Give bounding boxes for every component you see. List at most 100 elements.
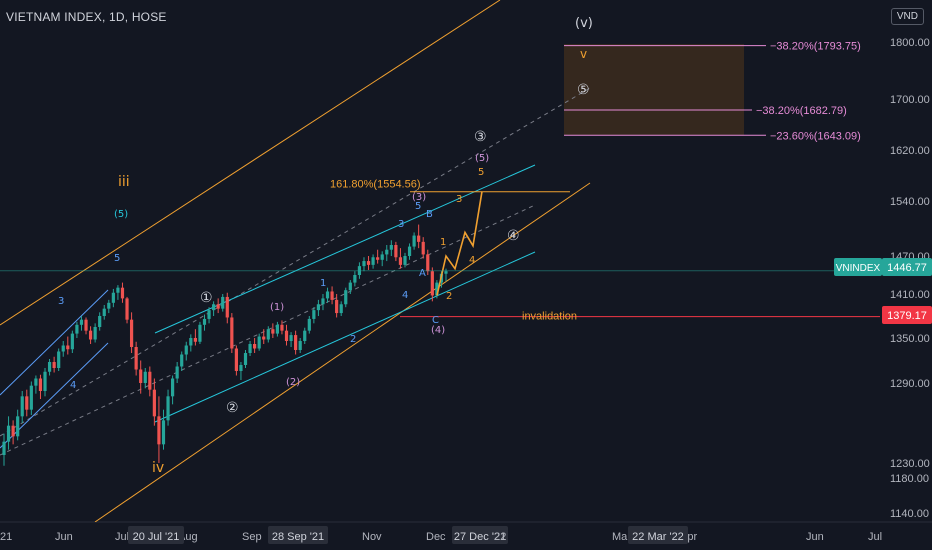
candle-body[interactable]: [325, 291, 330, 299]
candle-body[interactable]: [421, 241, 425, 255]
candle-body[interactable]: [243, 353, 248, 365]
candlestick-series[interactable]: [2, 224, 448, 466]
candle-body[interactable]: [107, 302, 111, 309]
candle-body[interactable]: [362, 261, 366, 267]
candle-body[interactable]: [47, 362, 52, 372]
candle-body[interactable]: [430, 271, 434, 296]
outer-channel-lower[interactable]: [94, 182, 591, 522]
candle-body[interactable]: [303, 330, 307, 341]
candle-body[interactable]: [189, 338, 193, 346]
candle-body[interactable]: [280, 324, 284, 331]
candle-body[interactable]: [371, 257, 375, 265]
candle-body[interactable]: [403, 256, 407, 265]
candle-body[interactable]: [25, 396, 29, 410]
candle-body[interactable]: [312, 310, 316, 319]
candle-body[interactable]: [175, 366, 179, 379]
candle-body[interactable]: [307, 318, 311, 331]
candle-body[interactable]: [202, 318, 207, 325]
candle-body[interactable]: [230, 317, 234, 349]
last-price-tag[interactable]: VNINDEX 1446.77: [834, 258, 932, 276]
candle-body[interactable]: [166, 396, 170, 421]
trend-channels[interactable]: [0, 0, 591, 522]
candle-body[interactable]: [79, 319, 84, 325]
candle-body[interactable]: [275, 324, 280, 334]
candle-body[interactable]: [52, 362, 56, 368]
candle-body[interactable]: [125, 298, 129, 320]
candle-body[interactable]: [57, 351, 61, 369]
candle-body[interactable]: [11, 425, 15, 437]
candle-body[interactable]: [253, 344, 257, 349]
candle-body[interactable]: [139, 369, 143, 384]
candle-body[interactable]: [262, 336, 266, 340]
candle-body[interactable]: [376, 257, 380, 260]
candle-body[interactable]: [111, 292, 115, 303]
candle-body[interactable]: [116, 287, 120, 293]
candle-body[interactable]: [170, 378, 175, 397]
candle-body[interactable]: [184, 345, 188, 355]
candle-body[interactable]: [248, 344, 252, 353]
candle-body[interactable]: [389, 245, 393, 250]
candle-body[interactable]: [289, 335, 293, 341]
candle-body[interactable]: [353, 275, 357, 283]
candle-body[interactable]: [335, 299, 339, 314]
candle-body[interactable]: [207, 310, 211, 319]
candle-body[interactable]: [284, 330, 289, 341]
candle-body[interactable]: [344, 290, 348, 305]
candle-body[interactable]: [16, 416, 20, 437]
candle-body[interactable]: [221, 296, 225, 309]
candle-body[interactable]: [70, 333, 74, 350]
candle-body[interactable]: [385, 249, 389, 255]
candle-body[interactable]: [38, 378, 43, 392]
candle-body[interactable]: [321, 298, 325, 305]
candle-body[interactable]: [193, 338, 197, 342]
candle-body[interactable]: [198, 324, 202, 342]
candle-body[interactable]: [180, 354, 184, 367]
candle-body[interactable]: [102, 308, 106, 316]
candle-body[interactable]: [43, 371, 47, 391]
candle-body[interactable]: [34, 378, 38, 386]
target-zone-box[interactable]: [564, 44, 744, 135]
candle-body[interactable]: [98, 316, 102, 327]
candle-body[interactable]: [2, 441, 6, 455]
candle-body[interactable]: [239, 365, 243, 371]
candle-body[interactable]: [435, 282, 439, 296]
candle-body[interactable]: [66, 345, 70, 350]
candle-body[interactable]: [75, 324, 79, 334]
candle-body[interactable]: [29, 385, 33, 410]
candle-body[interactable]: [161, 420, 166, 445]
projection-path[interactable]: [436, 191, 483, 296]
candle-body[interactable]: [330, 291, 334, 300]
candle-body[interactable]: [234, 348, 238, 372]
cyan-channel-lower[interactable]: [154, 251, 536, 423]
candle-body[interactable]: [129, 319, 134, 347]
candle-body[interactable]: [93, 327, 97, 340]
candle-body[interactable]: [412, 235, 416, 247]
candle-body[interactable]: [84, 319, 88, 331]
candle-body[interactable]: [444, 271, 448, 274]
candle-body[interactable]: [216, 304, 220, 309]
candle-body[interactable]: [266, 329, 270, 340]
candle-body[interactable]: [61, 345, 65, 352]
candle-body[interactable]: [152, 389, 156, 417]
candle-body[interactable]: [257, 336, 261, 349]
candle-body[interactable]: [380, 254, 384, 260]
candle-body[interactable]: [120, 287, 125, 299]
candle-body[interactable]: [212, 304, 216, 311]
candle-body[interactable]: [143, 371, 147, 383]
candle-body[interactable]: [88, 330, 93, 340]
candle-body[interactable]: [417, 235, 421, 242]
invalidation-price-tag[interactable]: 1379.17: [882, 306, 932, 324]
candle-body[interactable]: [271, 329, 275, 334]
candle-body[interactable]: [339, 304, 343, 314]
candle-body[interactable]: [316, 304, 321, 311]
candle-body[interactable]: [157, 416, 161, 445]
candle-body[interactable]: [366, 261, 371, 265]
candle-body[interactable]: [394, 245, 398, 258]
candle-body[interactable]: [348, 282, 352, 291]
candle-body[interactable]: [426, 254, 430, 272]
candle-body[interactable]: [148, 371, 152, 390]
candle-body[interactable]: [134, 347, 138, 370]
candle-body[interactable]: [225, 296, 229, 318]
